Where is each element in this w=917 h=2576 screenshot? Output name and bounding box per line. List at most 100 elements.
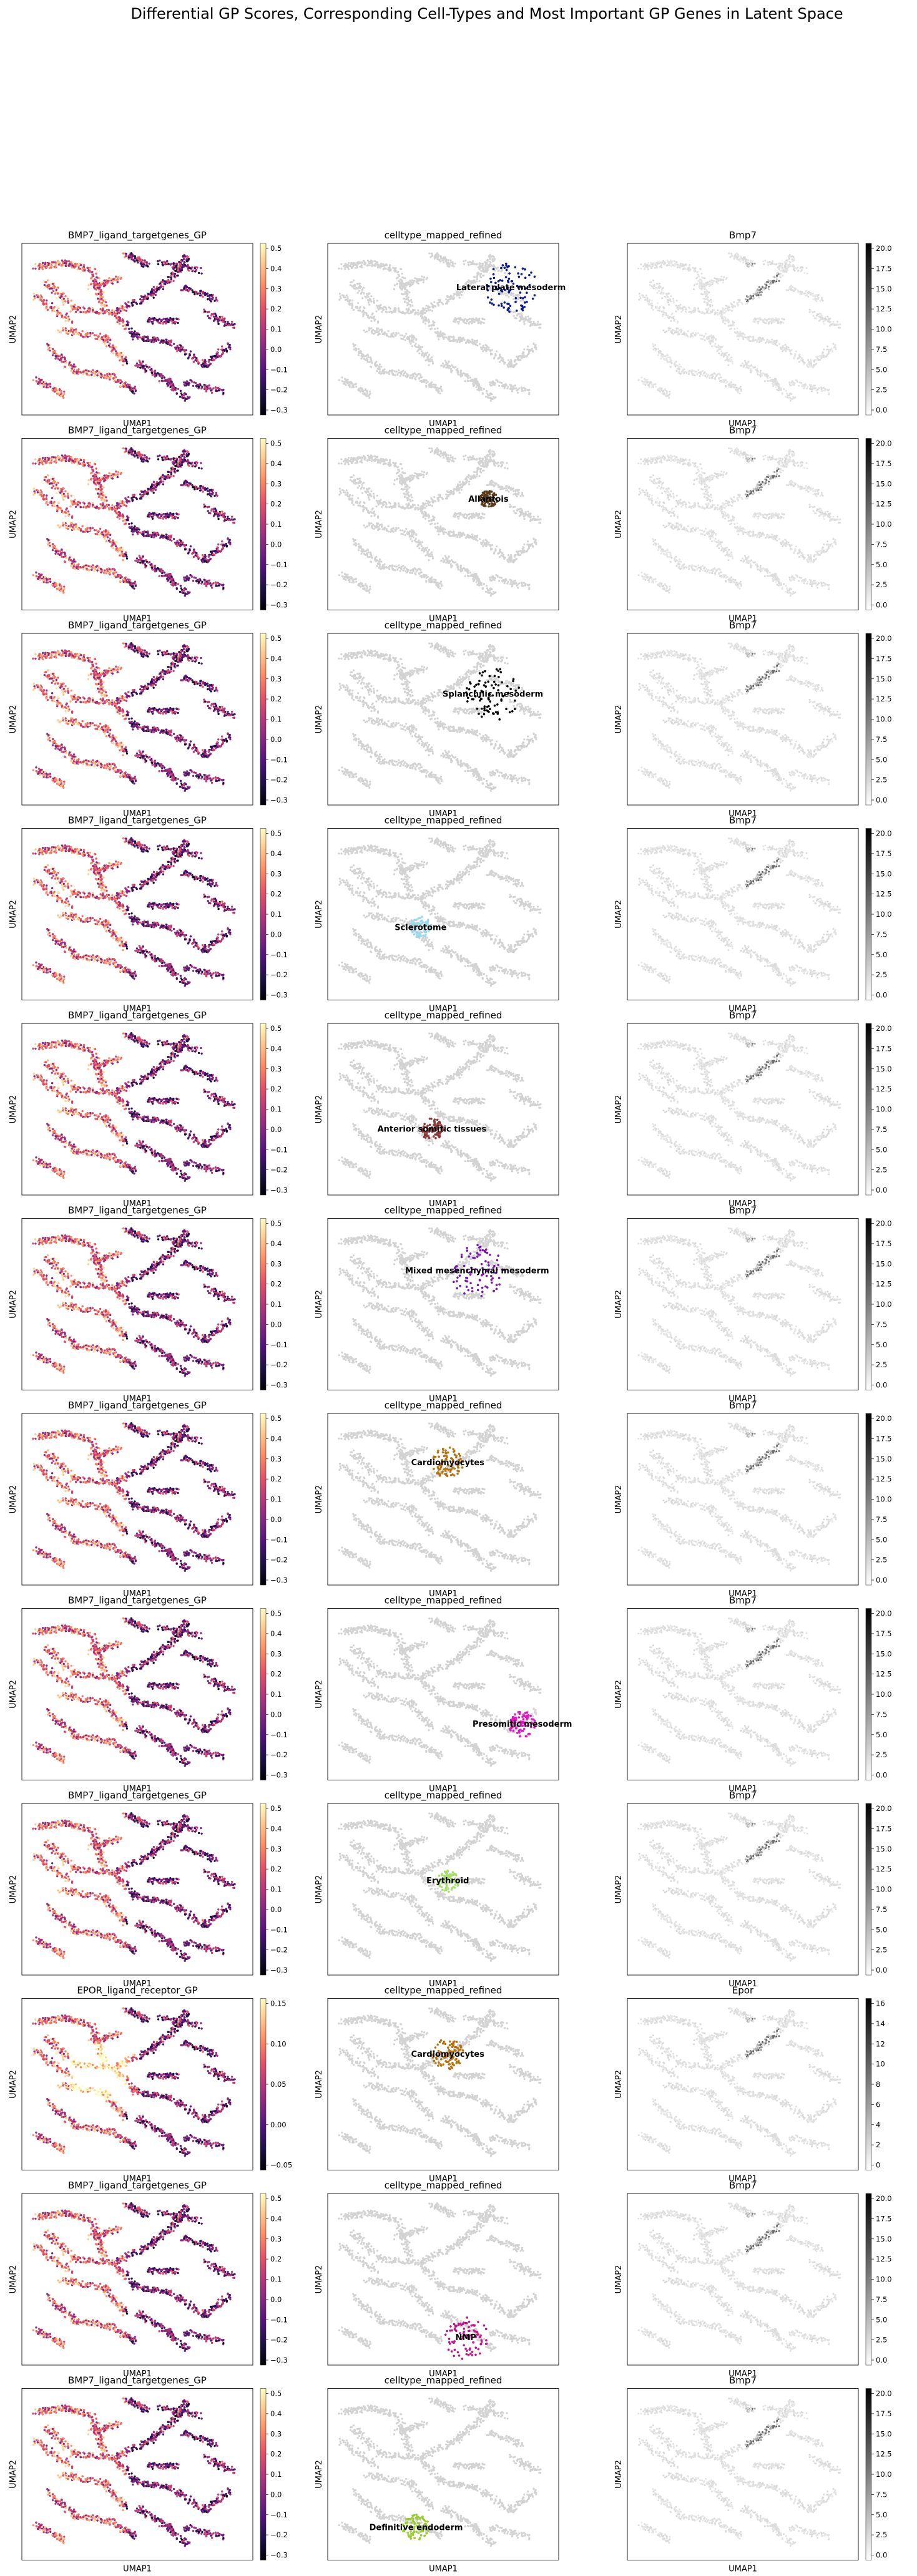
gp-score-point [113,373,115,374]
gp-score-point [198,272,200,274]
gp-score-point [151,339,153,341]
gp-score-point [167,378,169,380]
background-cell-point [398,307,400,309]
gp-score-point [215,353,217,354]
gp-score-point [116,321,118,323]
gp-score-point [70,305,72,306]
gp-score-point [192,385,194,387]
gp-score-point [119,310,121,312]
gp-score-point [183,381,185,383]
gp-panel-1-tick-label: −0.2 [270,386,288,394]
gp-score-point [54,293,56,295]
gp-score-point [85,333,87,335]
panel-row-1: BMP7_ligand_targetgenes_GPUMAP1UMAP20.50… [9,230,892,429]
gp-score-point [164,283,165,285]
gp-score-point [109,373,110,375]
gp-score-point [63,391,65,393]
gp-score-point [134,257,136,259]
gp-score-point [165,320,167,322]
gp-score-point [213,300,215,301]
gp-score-point [119,385,121,387]
gp-score-point [215,387,217,389]
gp-score-point [172,263,174,265]
gp-score-point [191,358,193,359]
gp-score-point [160,286,162,288]
gp-score-point [182,397,184,399]
gp-score-point [167,281,169,283]
gp-score-point [179,268,181,270]
gp-score-point [104,374,105,376]
gp-score-point [211,392,213,394]
background-cell-point [403,298,405,300]
gp-score-point [173,343,175,344]
gp-score-point [121,307,123,309]
gp-score-point [32,299,34,301]
gp-score-point [197,361,199,363]
gp-score-point [203,384,205,386]
gp-panel-1-tick-label: −0.1 [270,365,288,374]
gp-score-point [151,288,153,290]
background-cell-point [349,299,351,301]
gp-score-point [82,267,84,269]
gp-score-point [109,343,110,344]
gp-score-point [175,265,177,266]
gp-score-point [172,266,174,268]
gp-score-point [156,338,158,339]
gp-score-point [167,384,169,386]
gp-score-point [49,288,51,290]
background-cell-point [400,278,401,280]
gp-score-point [197,384,199,386]
gp-score-point [170,344,172,346]
background-cell-point [362,315,364,317]
gp-score-point [149,339,151,341]
gp-score-point [227,321,228,323]
gp-score-point [91,271,93,273]
gp-score-point [64,295,66,297]
gp-score-point [151,372,153,374]
gp-score-point [208,311,210,313]
gp-score-point [47,264,49,266]
gp-score-point [52,283,54,285]
gp-score-point [73,363,75,365]
gp-score-point [159,260,160,261]
background-cell-point [371,265,373,267]
gp-score-point [101,304,102,306]
gp-score-point [32,379,34,381]
background-cell-point [368,304,370,306]
gp-score-point [142,366,144,368]
background-cell-point [363,306,365,308]
gp-score-point [99,308,101,310]
gp-score-point [202,359,204,361]
background-cell-point [400,268,401,270]
gp-score-point [181,269,183,271]
gp-score-point [204,310,206,312]
gp-score-point [154,369,156,371]
gp-score-point [155,294,157,296]
background-cell-point [343,295,345,296]
gp-score-point [61,353,62,355]
gp-score-point [188,397,190,399]
gp-score-point [44,263,46,265]
gp-score-point [191,381,193,383]
gp-score-point [37,296,39,298]
background-cell-point [386,311,388,313]
gp-score-point [57,311,59,313]
gp-score-point [189,288,191,290]
gp-score-point [208,384,210,386]
gp-score-point [65,362,67,364]
gp-score-point [217,387,219,389]
gp-score-point [98,301,100,303]
gp-score-point [157,263,159,265]
gp-score-point [90,277,92,279]
gp-score-point [205,390,207,392]
gp-score-point [134,364,136,366]
gp-score-point [160,339,162,341]
gp-score-point [222,392,224,394]
gp-score-point [87,270,89,271]
gp-score-point [85,371,87,373]
gp-score-point [73,306,75,308]
gp-score-point [140,265,142,267]
gp-score-point [147,339,149,341]
gp-score-point [125,359,127,361]
gp-score-point [209,317,211,319]
